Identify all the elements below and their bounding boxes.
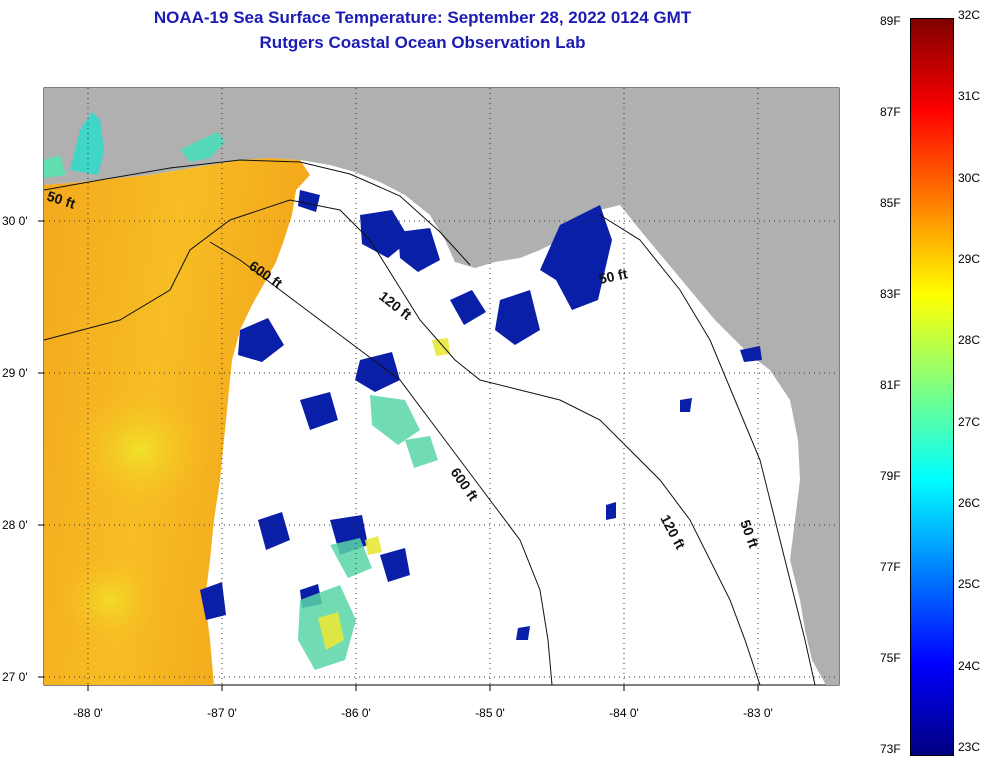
bay <box>44 155 66 178</box>
colorbar-celsius-label: 25C <box>958 577 981 592</box>
contour-label: 50 ft <box>597 265 629 287</box>
land-area <box>44 88 839 685</box>
lat-tick-label: 29 0' <box>2 366 28 380</box>
lat-tick-label: 30 0' <box>2 214 28 228</box>
colorbar-fahrenheit-label: 79F <box>880 469 901 483</box>
map-subtitle: Rutgers Coastal Ocean Observation Lab <box>259 33 586 52</box>
lon-tick-label: -86 0' <box>341 706 371 720</box>
colorbar-celsius-label: 29C <box>958 252 981 266</box>
colorbar-celsius-label: 26C <box>958 496 981 510</box>
colorbar-celsius-label: 30C <box>958 170 981 185</box>
bay <box>180 132 225 162</box>
colorbar-fahrenheit-label: 81F <box>880 378 901 392</box>
colorbar-fahrenheit-label: 85F <box>880 196 901 210</box>
colorbar-celsius-label: 28C <box>958 333 981 348</box>
lat-tick-label: 28 0' <box>2 518 28 532</box>
colorbar-celsius-label: 27C <box>958 414 981 429</box>
temperature-colorbar <box>910 18 954 756</box>
colorbar-fahrenheit-label: 87F <box>880 105 901 119</box>
colorbar-celsius-label: 24C <box>958 658 981 673</box>
lat-tick-label: 27 0' <box>2 670 28 684</box>
contour-lines <box>43 159 816 686</box>
cool-water-patches <box>200 190 762 640</box>
map-title: NOAA-19 Sea Surface Temperature: Septemb… <box>153 8 692 27</box>
lon-tick-label: -85 0' <box>475 706 505 720</box>
lon-tick-label: -87 0' <box>207 706 237 720</box>
colorbar-fahrenheit-label: 89F <box>880 14 901 28</box>
colorbar-celsius-label: 31C <box>958 89 981 104</box>
colorbar-fahrenheit-label: 83F <box>880 287 901 301</box>
colorbar-fahrenheit-label: 75F <box>880 651 901 665</box>
lon-tick-label: -88 0' <box>73 706 103 720</box>
colorbar-celsius-label: 32C <box>958 8 981 22</box>
colorbar-celsius-label: 23C <box>958 740 981 754</box>
lon-tick-label: -84 0' <box>609 706 639 720</box>
lon-tick-label: -83 0' <box>743 706 773 720</box>
colorbar-fahrenheit-label: 73F <box>880 742 901 756</box>
colorbar-fahrenheit-label: 77F <box>880 560 901 574</box>
bay <box>70 112 104 175</box>
